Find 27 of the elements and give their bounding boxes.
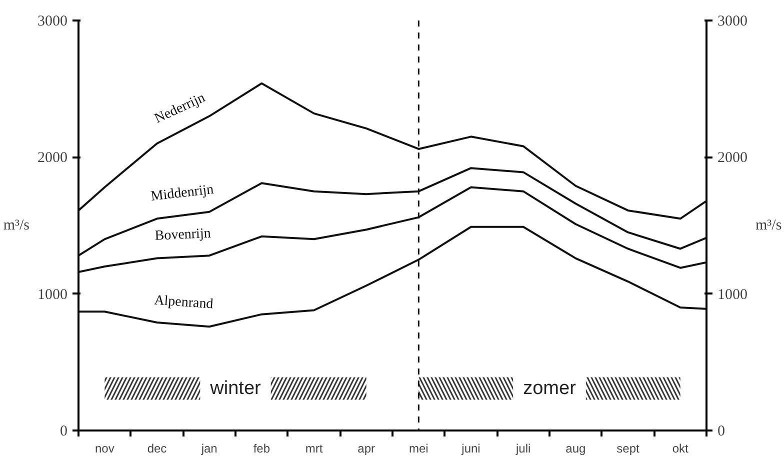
x-tick-label: jan	[200, 442, 218, 456]
y2-tick-label: 3000	[718, 14, 748, 30]
y2-tick-label: 2000	[718, 150, 748, 166]
y2-axis-title: m³/s	[756, 218, 782, 234]
y-tick-label: 0	[60, 424, 68, 440]
series-label: Bovenrijn	[154, 226, 212, 244]
x-tick-label: apr	[358, 442, 376, 456]
text: Middenrijn	[150, 182, 214, 205]
x-tick-label: nov	[94, 442, 114, 456]
x-tick-label: juni	[460, 442, 480, 456]
x-tick-label: aug	[566, 442, 586, 456]
y-tick-label: 2000	[38, 150, 68, 166]
band-label: zomer	[523, 378, 577, 399]
x-tick-label: dec	[147, 442, 167, 456]
y-tick-label: 3000	[38, 14, 68, 30]
x-tick-label: mei	[409, 442, 428, 456]
y2-tick-label: 0	[718, 424, 725, 440]
y-tick-label: 1000	[38, 286, 68, 303]
band-label: winter	[209, 378, 262, 399]
x-tick-label: okt	[672, 442, 690, 456]
x-tick-label: juli	[514, 442, 531, 456]
series-label: Alpenrand	[154, 293, 214, 312]
y-axis-title: m³/s	[3, 218, 30, 234]
x-tick-label: feb	[253, 442, 270, 456]
x-tick-label: sept	[616, 442, 640, 456]
x-tick-label: mrt	[305, 442, 324, 456]
y2-tick-label: 1000	[718, 286, 748, 303]
